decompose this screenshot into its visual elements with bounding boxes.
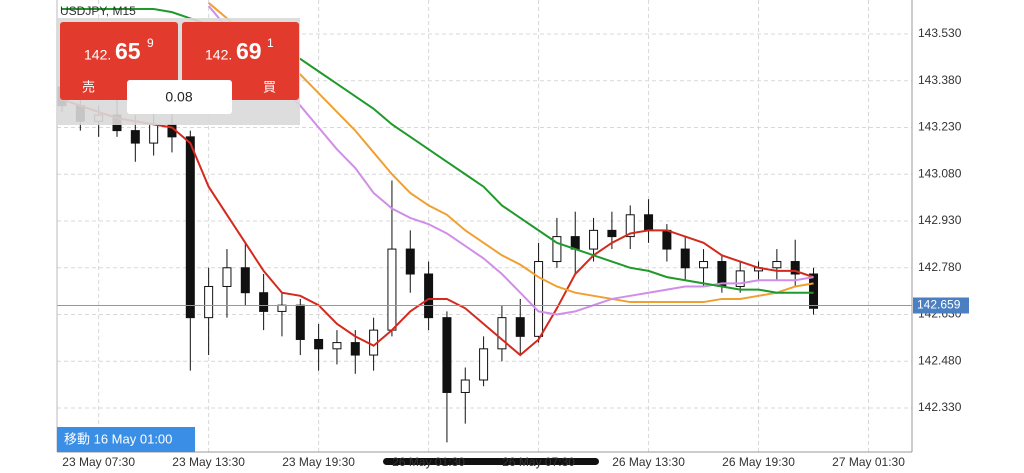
candle-body — [607, 229, 617, 238]
buy-sup: 1 — [267, 36, 274, 50]
current-price-label: 142.659 — [917, 298, 961, 312]
candle-body — [387, 248, 397, 331]
y-tick-label: 143.530 — [918, 26, 962, 40]
candle-body — [424, 273, 434, 319]
x-tick-label: 23 May 19:30 — [282, 455, 355, 469]
candle-body — [644, 214, 654, 231]
candle-body — [552, 236, 562, 263]
candle-body — [442, 317, 452, 393]
sell-prefix: 142. — [84, 47, 111, 63]
sell-big: 65 — [115, 38, 141, 64]
candle-body — [680, 248, 690, 269]
candle-body — [149, 123, 159, 144]
goto-label: 移動 16 May 01:00 — [64, 431, 172, 446]
x-tick-label: 23 May 13:30 — [172, 455, 245, 469]
spread: 0.08 — [165, 89, 192, 105]
x-tick-label: 26 May 13:30 — [612, 455, 685, 469]
buy-prefix: 142. — [205, 47, 232, 63]
moving-average — [61, 98, 814, 357]
y-tick-label: 143.380 — [918, 73, 962, 87]
candle-body — [185, 136, 195, 319]
y-tick-label: 143.080 — [918, 166, 962, 180]
scrollbar[interactable] — [383, 458, 599, 465]
y-tick-label: 142.480 — [918, 353, 962, 367]
x-tick-label: 26 May 07:30 — [502, 455, 575, 469]
x-tick-label: 23 May 07:30 — [62, 455, 135, 469]
y-tick-label: 142.330 — [918, 400, 962, 414]
current-price-box — [913, 297, 969, 314]
buy-big: 69 — [236, 38, 262, 64]
candle-body — [625, 214, 635, 238]
x-tick-label: 26 May 01:30 — [392, 455, 465, 469]
candle-body — [479, 348, 489, 381]
candle-body — [130, 130, 140, 144]
candle-body — [332, 342, 342, 350]
moving-average — [62, 8, 814, 294]
candle-body — [240, 267, 250, 294]
candle-body — [277, 304, 287, 312]
y-tick-label: 143.230 — [918, 120, 962, 134]
chart-title: USDJPY, M15 — [60, 4, 136, 18]
trade-panel: 142. 65 9 売 142. 69 1 買 0.08 — [57, 18, 300, 125]
y-tick-label: 142.780 — [918, 260, 962, 274]
candle-body — [295, 304, 305, 340]
moving-average — [207, 2, 814, 304]
sell-label: 売 — [82, 79, 95, 94]
candle-body — [204, 285, 214, 319]
candle-body — [589, 229, 599, 250]
candle-body — [534, 261, 544, 337]
candle-body — [259, 292, 269, 312]
candle-body — [662, 229, 672, 250]
y-tick-label: 142.930 — [918, 213, 962, 227]
sell-sup: 9 — [147, 36, 154, 50]
candle-body — [460, 379, 470, 393]
candle-body — [405, 248, 415, 275]
candle-body — [515, 317, 525, 337]
candle-body — [790, 261, 800, 275]
candle-body — [314, 338, 324, 350]
candle-body — [497, 317, 507, 350]
goto-button[interactable] — [57, 427, 195, 452]
candle-body — [772, 261, 782, 269]
candle-body — [735, 270, 745, 287]
candle-body — [809, 273, 819, 309]
candle-body — [699, 261, 709, 269]
x-tick-label: 26 May 19:30 — [722, 455, 795, 469]
candle-body — [350, 342, 360, 356]
buy-label: 買 — [263, 79, 276, 94]
spread-box — [127, 80, 232, 114]
candle-body — [222, 267, 232, 287]
x-tick-label: 27 May 01:30 — [832, 455, 905, 469]
